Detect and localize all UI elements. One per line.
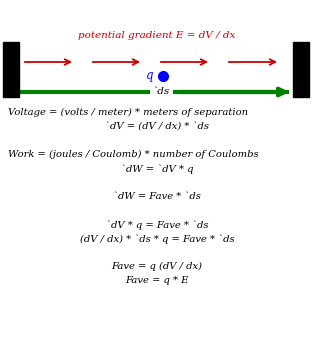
- Bar: [293, 42, 309, 97]
- Text: `dV * q = Fave * `ds: `dV * q = Fave * `ds: [106, 220, 208, 229]
- Text: `dV = (dV / dx) * `ds: `dV = (dV / dx) * `ds: [105, 122, 209, 131]
- Text: Voltage = (volts / meter) * meters of separation: Voltage = (volts / meter) * meters of se…: [8, 108, 248, 117]
- Text: Fave = q * E: Fave = q * E: [125, 276, 189, 285]
- Text: Work = (joules / Coulomb) * number of Coulombs: Work = (joules / Coulomb) * number of Co…: [8, 150, 259, 159]
- Text: potential gradient E = dV / dx: potential gradient E = dV / dx: [78, 31, 236, 39]
- Text: (dV / dx) * `ds * q = Fave * `ds: (dV / dx) * `ds * q = Fave * `ds: [80, 234, 234, 244]
- Text: Fave = q (dV / dx): Fave = q (dV / dx): [111, 262, 203, 271]
- Text: `dW = Fave * `ds: `dW = Fave * `ds: [113, 192, 201, 201]
- Bar: [3, 42, 19, 97]
- Text: `ds: `ds: [152, 87, 169, 97]
- Text: q: q: [146, 70, 154, 82]
- Text: `dW = `dV * q: `dW = `dV * q: [121, 164, 193, 174]
